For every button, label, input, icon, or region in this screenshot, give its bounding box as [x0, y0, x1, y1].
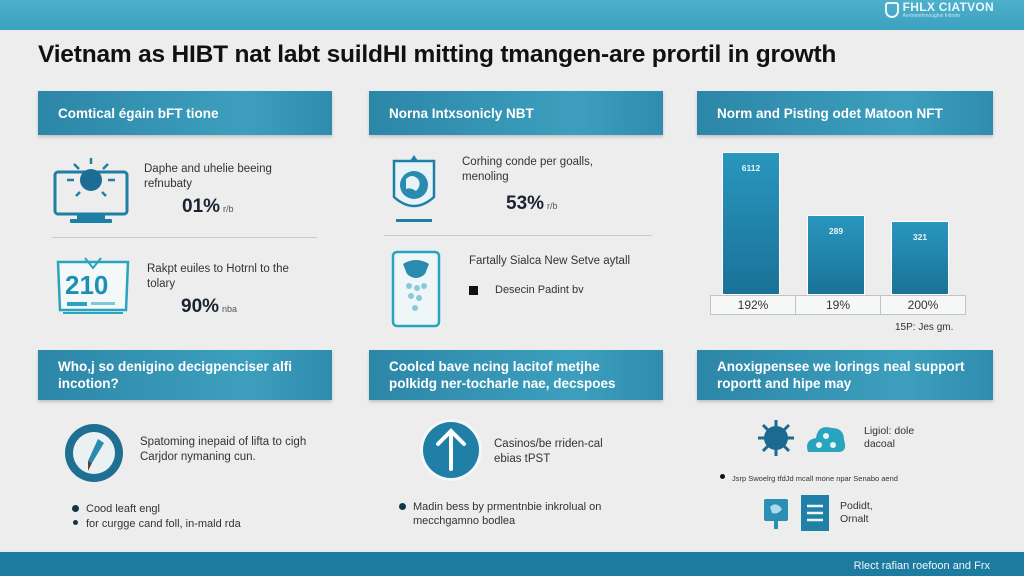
item-description: Ligiol: dole dacoal — [864, 425, 915, 450]
panel-5-heading: Coolcd bave ncing lacitof metjhe polkidg… — [369, 350, 663, 400]
panel-5-bullets: Madin bess by prmentnbie inkrolual on me… — [399, 500, 639, 528]
square-bullet-icon — [469, 286, 478, 295]
bar-1: 6112 — [722, 152, 780, 295]
pen-circle-icon — [65, 424, 123, 482]
list-item: Jsrp Swoelrg tfdJd mcall mone npar Senab… — [720, 472, 898, 486]
panel-1-heading: Comtical égain bFT tione — [38, 91, 332, 135]
panel-3-heading: Norm and Pisting odet Matoon NFT — [697, 91, 993, 135]
panel-5-item: Casinos/be rriden-cal ebias tPST — [418, 417, 624, 483]
brand-logo: FHLX CIATVON Aertnemhmoughw fnttorte — [884, 0, 994, 20]
page-title: Vietnam as HIBT nat labt suildHI mitting… — [38, 41, 837, 68]
panel-2-item-1: Corhing conde per goalls, menoling 53% r/… — [388, 155, 637, 225]
cloud-network-icon — [807, 427, 846, 452]
list-item: Desecin Padint bv — [469, 283, 639, 297]
phone-cloud-icon — [391, 250, 441, 328]
item-description: Podidt, Ornalt — [840, 500, 873, 525]
divider — [52, 237, 317, 238]
panel-1-item-1: Daphe and uhelie beeing refnubaty 01% r/b — [52, 152, 309, 224]
monitor-sun-icon — [53, 158, 129, 223]
stat-value: 90% nba — [181, 296, 238, 317]
list-item: Cood leaft engl — [72, 502, 241, 516]
bar-3: 321 — [891, 221, 949, 295]
top-banner: FHLX CIATVON Aertnemhmoughw fnttorte — [0, 0, 1024, 30]
list-item: for curgge cand foll, in-mald rda — [72, 517, 241, 531]
bar-2: 289 — [807, 215, 865, 295]
arrow-up-circle-icon — [420, 419, 482, 481]
panel-4-heading: Who,j so denigino decigpenciser alfi inc… — [38, 350, 332, 400]
item-description: Daphe and uhelie beeing refnubaty — [144, 163, 272, 190]
shield-icon — [884, 2, 899, 18]
globe-badge-icon — [392, 155, 436, 222]
bullet-dot-icon — [72, 505, 79, 512]
stat-value: 01% r/b — [182, 196, 234, 217]
item-description: Spatoming inepaid of lifta to cigh Carjd… — [140, 436, 307, 463]
panel-6-row-1: Ligiol: dole dacoal — [758, 418, 934, 458]
chart-footnote: 15P: Jes gm. — [895, 322, 954, 333]
bullet-dot-icon — [73, 520, 78, 525]
item-description: Fartally Sialca New Setve aytall — [469, 255, 631, 267]
chart-axis: 192% 19% 200% — [710, 295, 970, 315]
footer-text: Rlect rafian roefoon and Frx — [853, 560, 990, 572]
panel-2-item-2: Fartally Sialca New Setve aytall Desecin… — [391, 250, 639, 328]
item-description: Corhing conde per goalls, menoling — [462, 156, 594, 183]
category-label: 19% — [795, 295, 881, 315]
panel-6-heading: Anoxigpensee we lorings neal support rop… — [697, 350, 993, 400]
panel-4-bullets: Cood leaft engl for curgge cand foll, in… — [72, 502, 241, 531]
bullet-dot-icon — [720, 474, 725, 479]
list-item: Madin bess by prmentnbie inkrolual on me… — [399, 500, 639, 528]
divider — [384, 235, 652, 236]
certificate-210-icon: 210 — [55, 256, 131, 320]
category-label: 200% — [880, 295, 966, 315]
chat-screen-icon — [764, 499, 788, 529]
bar-chart: 6112 289 321 — [710, 152, 970, 295]
virus-gear-icon — [758, 420, 794, 456]
document-list-icon — [801, 495, 829, 531]
panel-1-item-2: 210 Rakpt euiles to Hotrnl to the tolary… — [55, 256, 307, 320]
item-description: Rakpt euiles to Hotrnl to the tolary — [147, 263, 289, 290]
logo-subtitle: Aertnemhmoughw fnttorte — [902, 13, 961, 19]
stat-value: 53% r/b — [506, 193, 558, 214]
panel-2-heading: Norna Intxsonicly NBT — [369, 91, 663, 135]
item-description: Casinos/be rriden-cal ebias tPST — [494, 438, 603, 465]
category-label: 192% — [710, 295, 796, 315]
panel-6-row-2: Podidt, Ornalt — [762, 494, 900, 532]
logo-title: FHLX CIATVON — [902, 0, 994, 14]
panel-4-item: Spatoming inepaid of lifta to cigh Carjd… — [62, 421, 320, 485]
bullet-dot-icon — [399, 503, 406, 510]
footer-bar: Rlect rafian roefoon and Frx — [0, 550, 1024, 576]
